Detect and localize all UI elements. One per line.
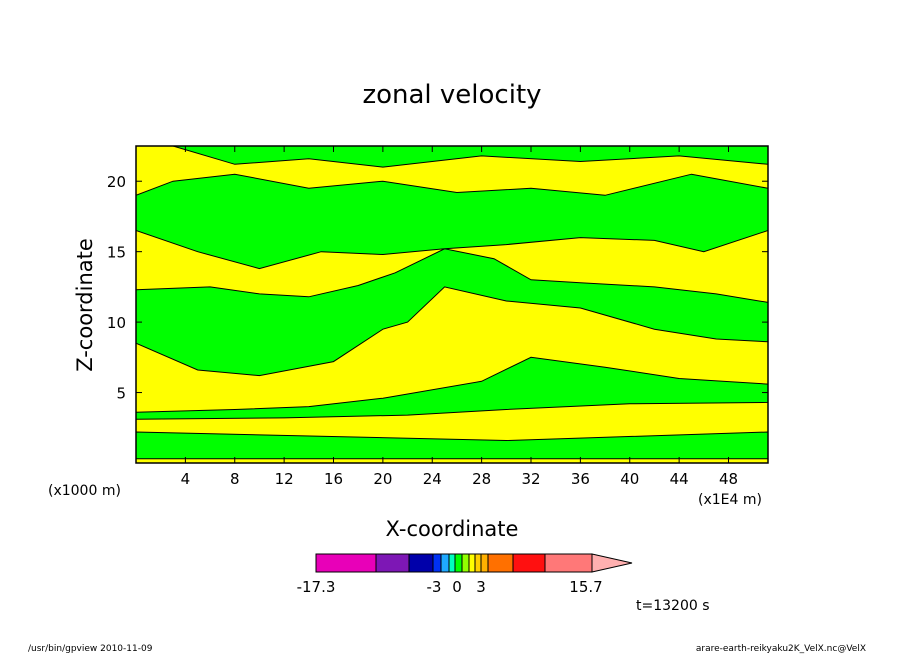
colorbar-segment-3 — [432, 553, 442, 573]
y-axis-ticks: 5 10 15 20 — [107, 173, 768, 403]
x-axis-title: X-coordinate — [386, 517, 519, 541]
y-axis-title: Z-coordinate — [73, 238, 97, 372]
time-annotation: t=13200 s — [636, 598, 710, 614]
x-axis-ticks: 4 8 12 16 20 24 28 32 36 40 44 48 — [181, 146, 738, 488]
colorbar-segment-13 — [544, 553, 593, 573]
x-tick-label-9: 40 — [620, 470, 639, 488]
colorbar-segment-9 — [474, 553, 482, 573]
colorbar-segment-12 — [512, 553, 546, 573]
y-tick-label-3: 20 — [107, 173, 126, 191]
x-tick-label-7: 32 — [521, 470, 540, 488]
colorbar-label-0: -17.3 — [297, 578, 336, 596]
plot-frame — [135, 145, 769, 464]
footer-right: arare-earth-reikyaku2K_VelX.nc@VelX — [696, 644, 866, 654]
colorbar-segment-6 — [454, 553, 463, 573]
colorbar-segment-10 — [480, 553, 489, 573]
y-tick-label-0: 5 — [116, 385, 126, 403]
x-tick-label-5: 24 — [423, 470, 442, 488]
colorbar-extend-arrow — [591, 553, 633, 573]
colorbar — [315, 553, 633, 573]
chart-title: zonal velocity — [362, 80, 541, 110]
region-green-2 — [136, 248, 768, 377]
region-green-0 — [136, 431, 768, 460]
colorbar-segment-1 — [375, 553, 410, 573]
colorbar-segment-8 — [468, 553, 476, 573]
colorbar-label-3: 3 — [476, 578, 486, 596]
colorbar-label-1: -3 — [427, 578, 442, 596]
x-tick-label-0: 4 — [181, 470, 191, 488]
region-green-3 — [136, 173, 768, 270]
x-tick-label-10: 44 — [670, 470, 689, 488]
x-tick-label-8: 36 — [571, 470, 590, 488]
colorbar-segment-7 — [461, 553, 470, 573]
x-tick-label-11: 48 — [719, 470, 738, 488]
colorbar-label-4: 15.7 — [569, 578, 602, 596]
colorbar-segment-2 — [408, 553, 434, 573]
y-unit-label: (x1000 m) — [48, 483, 121, 499]
region-green-1 — [136, 356, 768, 420]
colorbar-segment-11 — [487, 553, 514, 573]
plot-area — [135, 145, 769, 464]
x-tick-label-6: 28 — [472, 470, 491, 488]
y-tick-label-2: 15 — [107, 244, 126, 262]
colorbar-segment-4 — [440, 553, 450, 573]
x-unit-label: (x1E4 m) — [698, 492, 762, 508]
footer-left: /usr/bin/gpview 2010-11-09 — [28, 644, 153, 654]
colorbar-labels: -17.3 -3 0 3 15.7 — [297, 578, 603, 596]
x-tick-label-4: 20 — [373, 470, 392, 488]
x-tick-label-2: 12 — [275, 470, 294, 488]
region-green-4 — [172, 146, 768, 168]
velocity-regions — [136, 146, 768, 460]
colorbar-label-2: 0 — [452, 578, 462, 596]
colorbar-segment-0 — [315, 553, 377, 573]
colorbar-segment-5 — [448, 553, 456, 573]
x-tick-label-1: 8 — [230, 470, 240, 488]
x-tick-label-3: 16 — [324, 470, 343, 488]
y-tick-label-1: 10 — [107, 314, 126, 332]
